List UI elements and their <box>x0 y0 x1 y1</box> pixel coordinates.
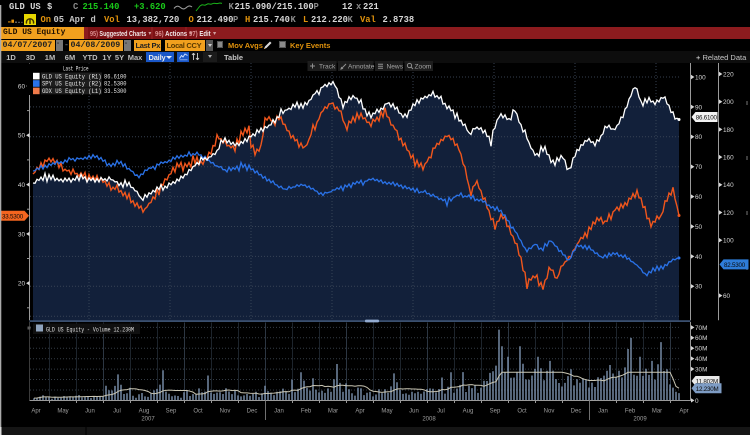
svg-text:Sep: Sep <box>166 409 177 415</box>
svg-text:May: May <box>381 409 392 415</box>
svg-text:180: 180 <box>723 127 734 134</box>
svg-text:82.5300: 82.5300 <box>724 262 746 269</box>
svg-text:GDX US Equity (L1): GDX US Equity (L1) <box>42 88 102 95</box>
svg-text:Last Price: Last Price <box>63 66 89 73</box>
svg-text:200: 200 <box>723 99 734 106</box>
svg-text:160: 160 <box>723 155 734 162</box>
svg-text:60: 60 <box>723 293 731 300</box>
svg-text:80: 80 <box>695 134 703 141</box>
svg-text:220: 220 <box>723 71 734 78</box>
svg-text:86.6100: 86.6100 <box>104 73 127 80</box>
svg-text:12.230M: 12.230M <box>696 386 719 393</box>
svg-text:40: 40 <box>18 182 26 189</box>
svg-text:30M: 30M <box>695 366 707 373</box>
svg-text:100: 100 <box>695 74 706 81</box>
svg-text:33.5300: 33.5300 <box>104 88 127 95</box>
svg-text:Nov: Nov <box>220 409 231 415</box>
svg-text:11.802M: 11.802M <box>696 379 718 386</box>
svg-text:70M: 70M <box>695 325 707 332</box>
svg-text:60: 60 <box>695 194 703 201</box>
svg-text:GLD US Equity - Volume 12.230M: GLD US Equity - Volume 12.230M <box>46 327 134 334</box>
svg-text:Feb: Feb <box>625 409 636 415</box>
svg-text:Aug: Aug <box>139 409 150 415</box>
svg-text:Apr: Apr <box>355 409 364 415</box>
svg-text:GLD US Equity (R1): GLD US Equity (R1) <box>42 73 102 80</box>
svg-text:Jan: Jan <box>274 409 284 415</box>
svg-text:0: 0 <box>695 398 699 405</box>
svg-text:30: 30 <box>695 284 703 291</box>
svg-text:Mar: Mar <box>328 409 338 415</box>
svg-text:Oct: Oct <box>193 409 203 415</box>
svg-text:Jun: Jun <box>85 409 95 415</box>
svg-text:20: 20 <box>18 281 26 288</box>
svg-text:60M: 60M <box>695 335 707 342</box>
svg-text:News: News <box>387 64 404 71</box>
svg-text:Dec: Dec <box>571 409 582 415</box>
svg-text:40: 40 <box>695 254 703 261</box>
svg-text:Dec: Dec <box>247 409 258 415</box>
svg-text:50: 50 <box>695 224 703 231</box>
svg-text:Jun: Jun <box>409 409 419 415</box>
svg-text:Oct: Oct <box>517 409 527 415</box>
svg-text:Mar: Mar <box>652 409 662 415</box>
svg-text:Sep: Sep <box>490 409 501 415</box>
svg-text:140: 140 <box>723 182 734 189</box>
svg-text:Jan: Jan <box>598 409 608 415</box>
svg-text:Annotate: Annotate <box>348 64 375 71</box>
svg-text:60: 60 <box>18 83 26 90</box>
svg-text:120: 120 <box>723 210 734 217</box>
svg-text:86.6100: 86.6100 <box>696 115 718 122</box>
svg-text:90: 90 <box>695 104 703 111</box>
svg-text:May: May <box>57 409 68 415</box>
svg-text:Jul: Jul <box>437 409 445 415</box>
svg-text:Apr: Apr <box>31 409 40 415</box>
svg-text:82.5300: 82.5300 <box>104 81 127 88</box>
svg-text:50M: 50M <box>695 346 707 353</box>
svg-text:2007: 2007 <box>141 417 155 423</box>
svg-text:30: 30 <box>18 231 26 238</box>
svg-text:33.5300: 33.5300 <box>2 213 24 220</box>
svg-text:2008: 2008 <box>422 417 436 423</box>
svg-text:Nov: Nov <box>544 409 555 415</box>
svg-text:40M: 40M <box>695 356 707 363</box>
svg-text:Jul: Jul <box>113 409 121 415</box>
svg-text:Zoom: Zoom <box>415 64 432 71</box>
svg-text:70: 70 <box>695 164 703 171</box>
svg-text:100: 100 <box>723 238 734 245</box>
svg-text:SPY US Equity (R2): SPY US Equity (R2) <box>42 81 102 88</box>
svg-text:Track: Track <box>319 64 336 71</box>
svg-text:2009: 2009 <box>633 417 647 423</box>
svg-text:Apr: Apr <box>679 409 688 415</box>
svg-text:50: 50 <box>18 133 26 140</box>
svg-text:Feb: Feb <box>301 409 312 415</box>
svg-text:Aug: Aug <box>463 409 474 415</box>
